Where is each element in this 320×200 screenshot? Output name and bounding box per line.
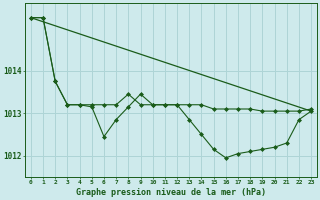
X-axis label: Graphe pression niveau de la mer (hPa): Graphe pression niveau de la mer (hPa) <box>76 188 266 197</box>
